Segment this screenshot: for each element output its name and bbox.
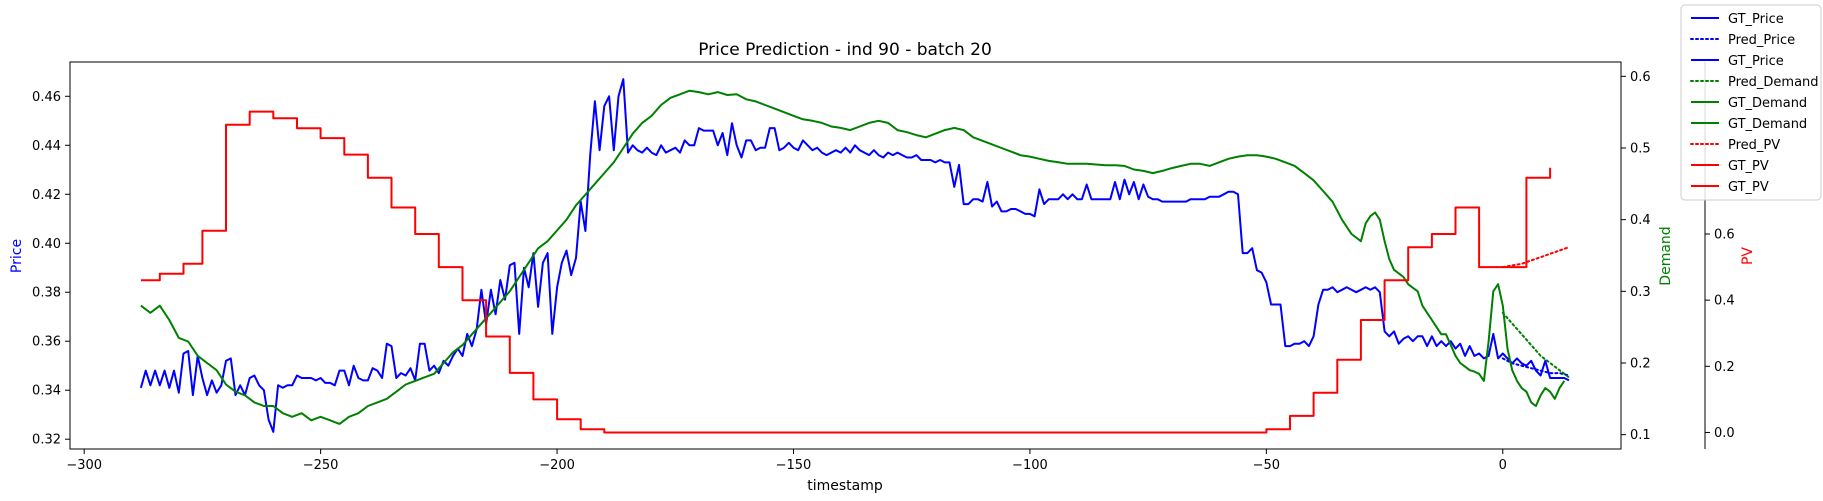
legend-label: GT_Demand bbox=[1728, 117, 1807, 132]
series-line-pred-price bbox=[1501, 357, 1570, 377]
price-tick-label: 0.34 bbox=[32, 384, 61, 399]
series-line-pred-demand bbox=[1501, 311, 1570, 379]
x-axis-label: timestamp bbox=[807, 478, 883, 494]
legend-label: Pred_Demand bbox=[1728, 75, 1819, 90]
price-tick-label: 0.42 bbox=[32, 188, 61, 203]
x-tick-label: −300 bbox=[66, 458, 102, 473]
legend-label: GT_PV bbox=[1728, 180, 1769, 195]
chart-title: Price Prediction - ind 90 - batch 20 bbox=[698, 40, 992, 60]
price-tick-label: 0.40 bbox=[32, 237, 61, 252]
demand-tick-label: 0.4 bbox=[1630, 213, 1651, 228]
legend-label: Pred_Price bbox=[1728, 33, 1795, 48]
legend-label: GT_PV bbox=[1728, 159, 1769, 174]
price-tick-label: 0.38 bbox=[32, 286, 61, 301]
x-tick-label: −150 bbox=[776, 458, 812, 473]
legend-label: GT_Price bbox=[1728, 12, 1784, 27]
demand-axis-label: Demand bbox=[1658, 226, 1674, 285]
x-tick-label: −250 bbox=[303, 458, 339, 473]
demand-tick-label: 0.5 bbox=[1630, 142, 1651, 157]
series-line-gt-price bbox=[139, 78, 1570, 433]
demand-tick-label: 0.6 bbox=[1630, 70, 1651, 85]
x-tick-label: −50 bbox=[1253, 458, 1280, 473]
legend-box bbox=[1680, 4, 1822, 201]
pv-tick-label: 0.2 bbox=[1714, 360, 1735, 375]
series-line-gt-pv bbox=[140, 110, 1552, 434]
legend-label: GT_Price bbox=[1728, 54, 1784, 69]
demand-tick-label: 0.3 bbox=[1630, 285, 1651, 300]
price-tick-label: 0.44 bbox=[32, 139, 61, 154]
series-line-pred-pv bbox=[1501, 246, 1570, 269]
price-tick-label: 0.32 bbox=[32, 433, 61, 448]
series-group bbox=[139, 78, 1570, 434]
plot-area bbox=[69, 61, 1622, 450]
tick-group: −300 −250 −200 −150 −100 −50 0 0.32 0.34 0.36 0.38… bbox=[32, 70, 1735, 473]
pv-axis-label: PV bbox=[1740, 247, 1756, 265]
x-tick-label: −100 bbox=[1012, 458, 1048, 473]
demand-tick-label: 0.2 bbox=[1630, 357, 1651, 372]
demand-tick-label: 0.1 bbox=[1630, 428, 1651, 443]
price-tick-label: 0.46 bbox=[32, 90, 61, 105]
x-tick-label: −200 bbox=[539, 458, 575, 473]
price-tick-label: 0.36 bbox=[32, 335, 61, 350]
legend: GT_Price Pred_Price GT_Price Pred_Demand GT_… bbox=[1680, 4, 1822, 201]
legend-label: Pred_PV bbox=[1728, 138, 1780, 153]
pv-tick-label: 0.0 bbox=[1714, 426, 1735, 441]
pv-tick-label: 0.6 bbox=[1714, 228, 1735, 243]
legend-label: GT_Demand bbox=[1728, 96, 1807, 111]
pv-tick-label: 0.4 bbox=[1714, 294, 1735, 309]
series-line-gt-demand bbox=[140, 89, 1566, 425]
x-tick-label: 0 bbox=[1499, 458, 1507, 473]
price-axis-label: Price bbox=[9, 239, 25, 273]
